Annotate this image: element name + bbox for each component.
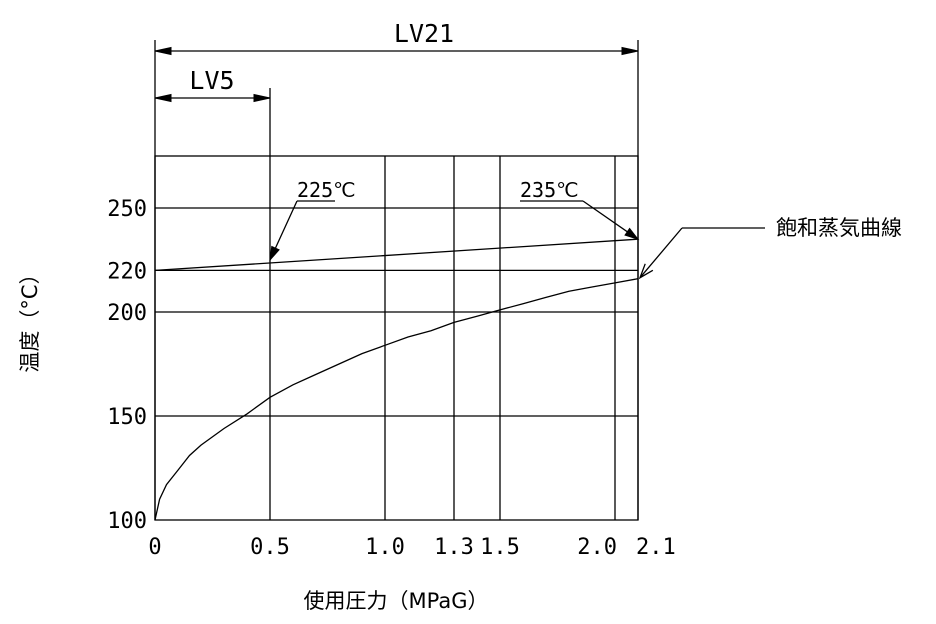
annotation-label: 225℃ <box>297 178 356 202</box>
plot-frame <box>154 155 639 521</box>
saturated-steam-curve <box>154 278 639 521</box>
dimension-label: LV5 <box>189 66 234 95</box>
dimension-arrowhead <box>621 46 639 56</box>
x-axis-label: 使用圧力（MPaG） <box>304 589 489 613</box>
curve-callout-arrowhead <box>638 263 654 280</box>
x-tick-label: 1.5 <box>480 535 520 560</box>
series-layer <box>154 238 639 521</box>
annotations: 225℃ 235℃ 飽和蒸気曲線 LV5 LV21 <box>154 19 902 280</box>
grid <box>154 155 639 521</box>
x-tick-label: 1.0 <box>365 535 405 560</box>
x-tick-label: 0.5 <box>250 535 290 560</box>
annotation-arrowhead <box>624 227 640 241</box>
y-tick-label: 200 <box>107 301 147 326</box>
dimension-arrowhead <box>154 46 172 56</box>
x-tick-label: 1.3 <box>434 535 474 560</box>
dimension-arrowhead <box>154 93 172 103</box>
dimension-label: LV21 <box>394 19 454 48</box>
y-tick-label: 220 <box>107 259 147 284</box>
x-tick-label: 0 <box>148 535 161 560</box>
curve-callout-leader <box>639 227 683 279</box>
x-tick-label: 2.0 <box>577 535 617 560</box>
y-tick-label: 150 <box>107 405 147 430</box>
annotation-label: 235℃ <box>520 178 579 202</box>
curve-callout-label: 飽和蒸気曲線 <box>776 216 902 240</box>
tick-labels: 0 0.5 1.0 1.3 1.5 2.0 2.1 100 150 200 220 250 <box>107 197 676 560</box>
y-tick-label: 250 <box>107 197 147 222</box>
annotation-arrowhead <box>269 245 280 262</box>
x-tick-label: 2.1 <box>636 535 676 560</box>
y-tick-label: 100 <box>107 509 147 534</box>
dimension-arrowhead <box>253 93 271 103</box>
max-temperature-line <box>154 238 639 272</box>
y-axis-label: 温度（°C） <box>18 263 42 372</box>
